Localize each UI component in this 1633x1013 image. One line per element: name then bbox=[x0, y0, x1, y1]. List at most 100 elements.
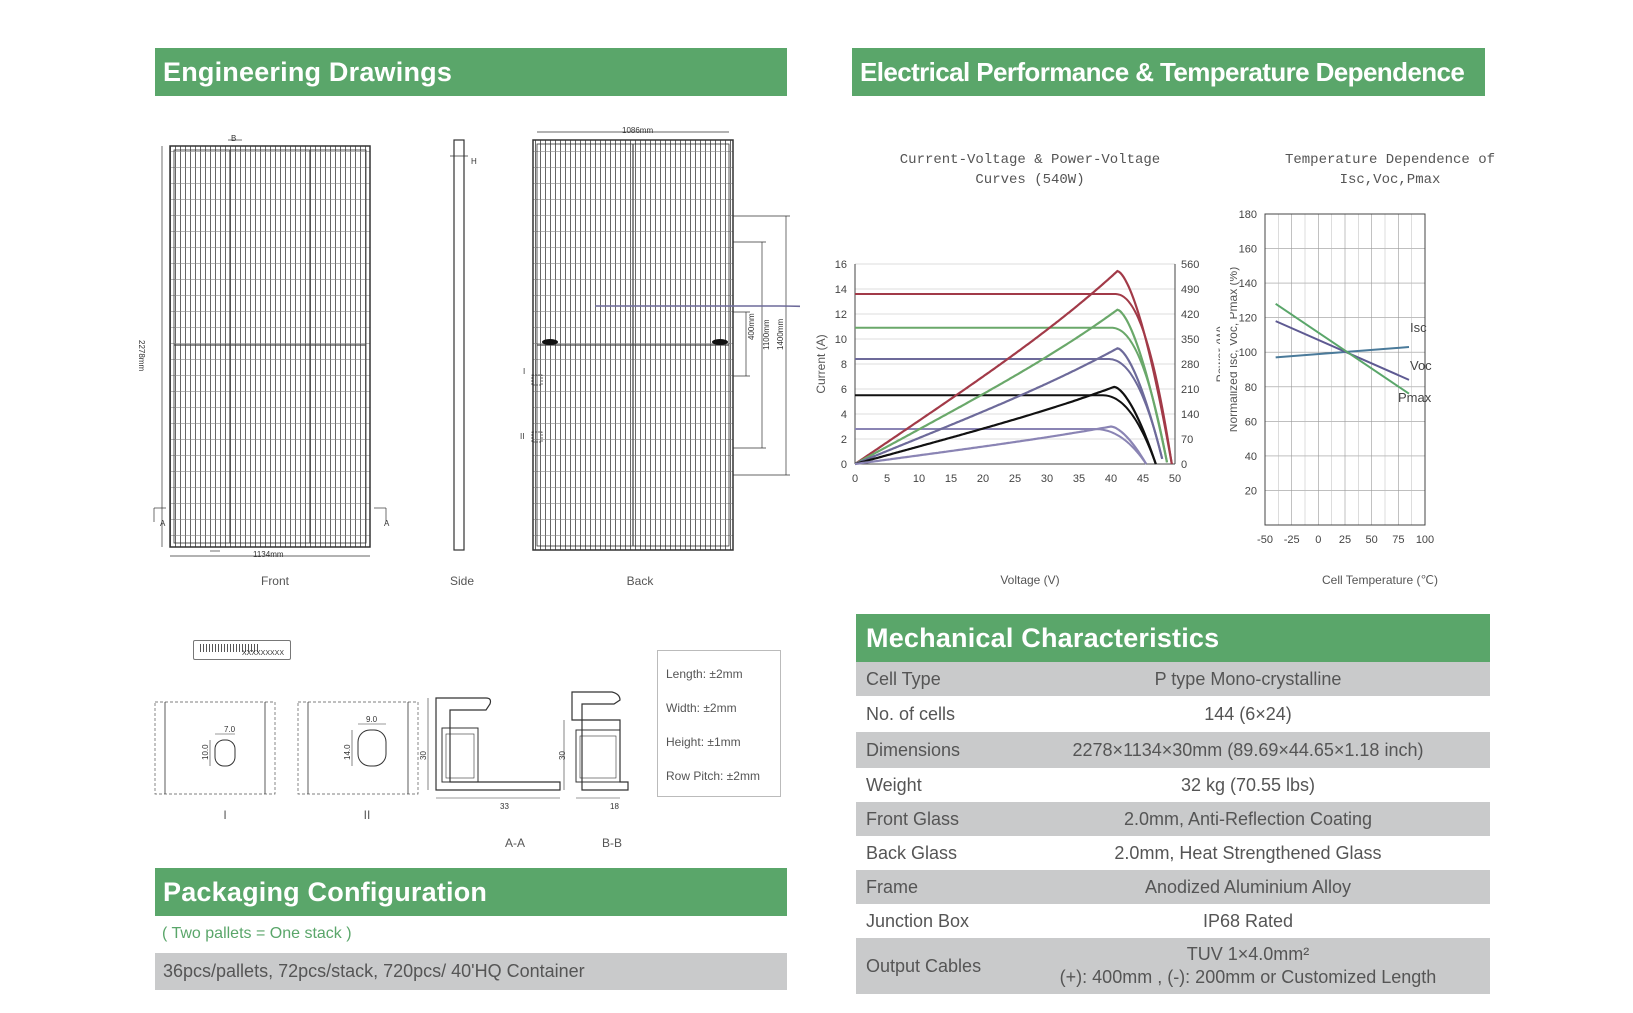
barcode-label: XXXXXXXXX bbox=[193, 640, 291, 660]
mark-i: I bbox=[523, 367, 526, 376]
iv-chart: 0 2 4 6 8 10 12 14 16 0 70 140 210 280 350 420 490 560 0 5 1… bbox=[814, 259, 1220, 485]
y2-axis-label: Power (W) bbox=[1214, 326, 1220, 383]
electrical-performance-header: Electrical Performance & Temperature Dep… bbox=[852, 48, 1485, 96]
y2-tick-label: 70 bbox=[1181, 434, 1193, 446]
x-tick-label: 5 bbox=[884, 473, 890, 485]
y-tick-label: 12 bbox=[835, 309, 847, 321]
tolerance-width: Width: ±2mm bbox=[666, 701, 737, 715]
mech-value: 2.0mm, Heat Strengthened Glass bbox=[1114, 843, 1382, 863]
y-tick-label: 60 bbox=[1245, 416, 1257, 428]
section-bb-drawing bbox=[563, 691, 629, 799]
x-tick-label: 45 bbox=[1137, 473, 1149, 485]
power-curve-5 bbox=[854, 269, 1173, 465]
mech-key: Front Glass bbox=[866, 809, 960, 829]
x-tick-label: 25 bbox=[1009, 473, 1021, 485]
back-width-dim: 1086mm bbox=[622, 126, 654, 135]
front-panel-drawing bbox=[153, 139, 387, 557]
mech-value: 2278×1134×30mm (89.69×44.65×1.18 inch) bbox=[1072, 740, 1424, 760]
x-tick-label: 20 bbox=[977, 473, 989, 485]
y-tick-label: 180 bbox=[1239, 210, 1257, 221]
x-tick-label: 30 bbox=[1041, 473, 1053, 485]
mech-key: Weight bbox=[866, 775, 922, 795]
plot-frame bbox=[1264, 213, 1426, 526]
mech-key: Dimensions bbox=[866, 740, 961, 760]
series-line-isc bbox=[1275, 346, 1410, 359]
mechanical-characteristics-header: Mechanical Characteristics bbox=[856, 614, 1490, 662]
iv-chart-xlabel: Voltage (V) bbox=[1000, 573, 1060, 587]
x-tick-label: 50 bbox=[1169, 473, 1181, 485]
detail-ii-drawing bbox=[297, 701, 419, 795]
series-label-isc: Isc bbox=[1410, 320, 1427, 335]
x-tick-label: 0 bbox=[852, 473, 858, 485]
iv-chart-title: Current-Voltage & Power-Voltage Curves (… bbox=[880, 150, 1180, 190]
mech-row-output-cables: Output Cables TUV 1×4.0mm² (+): 400mm , … bbox=[856, 938, 1490, 994]
packaging-detail-row: 36pcs/pallets, 72pcs/stack, 720pcs/ 40'H… bbox=[155, 953, 787, 990]
packaging-note: ( Two pallets = One stack ) bbox=[162, 925, 352, 942]
tolerance-length: Length: ±2mm bbox=[666, 667, 743, 681]
y-tick-label: 14 bbox=[835, 284, 847, 296]
y-tick-label: 8 bbox=[841, 359, 847, 371]
dim-1100: 1100mm bbox=[762, 319, 771, 350]
iv-chart-title-line1: Current-Voltage & Power-Voltage bbox=[899, 152, 1161, 168]
power-curve-7 bbox=[854, 347, 1164, 466]
x-tick-label: 100 bbox=[1416, 534, 1434, 546]
mech-key: Cell Type bbox=[866, 669, 941, 689]
y2-tick-label: 560 bbox=[1181, 259, 1199, 271]
mech-key: Frame bbox=[866, 877, 919, 897]
power-curve-6 bbox=[854, 308, 1169, 465]
x-tick-label: 35 bbox=[1073, 473, 1085, 485]
bb-height-dim: 30 bbox=[558, 751, 567, 760]
engineering-drawings-svg bbox=[153, 131, 800, 557]
detail-drawings-svg bbox=[154, 691, 629, 799]
mech-row-junction-box: Junction Box IP68 Rated bbox=[856, 904, 1490, 938]
mark-ii: II bbox=[520, 432, 525, 441]
x-tick-label: -25 bbox=[1284, 534, 1300, 546]
power-curve-9 bbox=[854, 425, 1148, 466]
detail-i-h: 10.0 bbox=[201, 744, 210, 760]
mark-b: B bbox=[231, 134, 237, 143]
mech-key: Output Cables bbox=[866, 956, 982, 976]
x-tick-label: 0 bbox=[1315, 534, 1321, 546]
y-axis-label: Current (A) bbox=[814, 334, 828, 393]
y2-tick-label: 280 bbox=[1181, 359, 1199, 371]
temp-chart-title: Temperature Dependence of Isc,Voc,Pmax bbox=[1250, 150, 1530, 190]
detail-ii-h: 14.0 bbox=[343, 744, 352, 760]
x-tick-label: 10 bbox=[913, 473, 925, 485]
y2-tick-label: 0 bbox=[1181, 459, 1187, 471]
x-tick-label: -50 bbox=[1257, 534, 1273, 546]
back-panel-drawing bbox=[531, 131, 800, 551]
series-line-voc bbox=[1275, 320, 1410, 381]
y2-tick-label: 490 bbox=[1181, 284, 1199, 296]
aa-caption: A-A bbox=[504, 836, 525, 850]
engineering-drawings-header: Engineering Drawings bbox=[155, 48, 787, 96]
y-tick-label: 20 bbox=[1245, 485, 1257, 497]
aa-height-dim: 30 bbox=[419, 751, 428, 760]
series-label-voc: Voc bbox=[1410, 358, 1432, 373]
x-tick-label: 40 bbox=[1105, 473, 1117, 485]
packaging-detail: 36pcs/pallets, 72pcs/stack, 720pcs/ 40'H… bbox=[163, 961, 585, 981]
y-tick-label: 40 bbox=[1245, 451, 1257, 463]
y2-tick-label: 420 bbox=[1181, 309, 1199, 321]
detail-i-w: 7.0 bbox=[224, 725, 236, 734]
y-tick-label: 6 bbox=[841, 384, 847, 396]
x-tick-label: 15 bbox=[945, 473, 957, 485]
mech-value-line1: TUV 1×4.0mm² bbox=[1186, 944, 1310, 964]
mech-value: P type Mono-crystalline bbox=[1154, 669, 1342, 689]
side-drawing bbox=[450, 139, 468, 551]
y-axis-label: Normalized Isc, Voc, Pmax (%) bbox=[1230, 267, 1240, 432]
temp-chart-xlabel: Cell Temperature (℃) bbox=[1322, 573, 1438, 587]
temp-chart-title-line2: Isc,Voc,Pmax bbox=[1339, 172, 1441, 188]
power-curve-8 bbox=[854, 385, 1157, 466]
y-tick-label: 16 bbox=[835, 259, 847, 271]
tolerance-row-pitch: Row Pitch: ±2mm bbox=[666, 769, 760, 783]
y2-tick-label: 140 bbox=[1181, 409, 1199, 421]
mech-key: Back Glass bbox=[866, 843, 958, 863]
mech-value: IP68 Rated bbox=[1202, 911, 1294, 931]
detail-ii-w: 9.0 bbox=[366, 715, 378, 724]
mech-row-no-of-cells: No. of cells 144 (6×24) bbox=[856, 696, 1490, 732]
mark-h: H bbox=[471, 157, 477, 166]
mech-row-frame: Frame Anodized Aluminium Alloy bbox=[856, 870, 1490, 904]
series-line-pmax bbox=[1275, 303, 1410, 395]
bb-width-dim: 18 bbox=[610, 802, 619, 811]
y-tick-label: 120 bbox=[1239, 313, 1257, 325]
